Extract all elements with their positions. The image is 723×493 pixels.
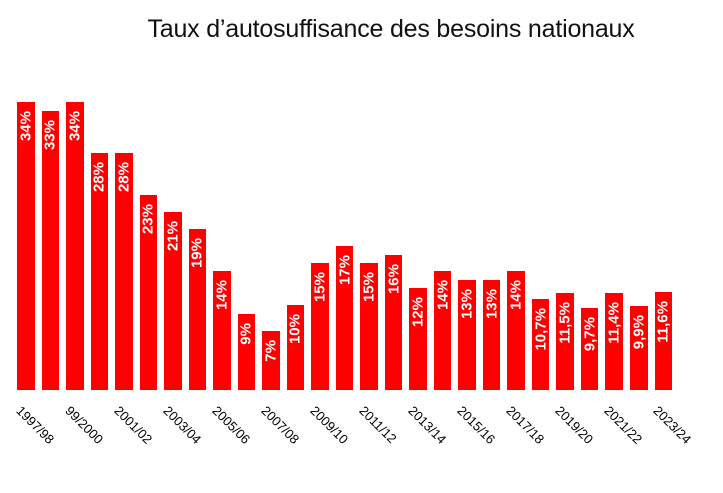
bar-value-label: 34% bbox=[66, 111, 84, 142]
bar-2007-08: 7% bbox=[262, 330, 280, 390]
bar-value-label: 23% bbox=[139, 204, 157, 235]
bar-2006-07: 9% bbox=[237, 313, 256, 390]
x-axis-label: 2005/06 bbox=[209, 403, 254, 447]
bar-2021-22: 11,4% bbox=[605, 293, 623, 390]
bar-value-label: 34% bbox=[17, 111, 34, 142]
bar-2005-06: 14% bbox=[213, 271, 231, 390]
bar-value-label: 15% bbox=[311, 271, 329, 302]
x-axis-label: 99/2000 bbox=[62, 403, 107, 447]
x-axis-label: 2013/14 bbox=[405, 403, 450, 447]
x-axis-label: 2019/20 bbox=[552, 403, 597, 447]
x-axis-label: 2011/12 bbox=[356, 403, 400, 447]
bar-2015-16: 13% bbox=[458, 279, 476, 390]
bar-2011-12: 15% bbox=[360, 262, 378, 390]
x-axis-label: 1997/98 bbox=[13, 403, 58, 447]
bar-1997-98: 34% bbox=[17, 102, 35, 390]
x-axis-label: 2017/18 bbox=[503, 403, 548, 447]
bar-2022-23: 9,9% bbox=[630, 306, 648, 390]
x-axis-label: 2009/10 bbox=[307, 403, 352, 447]
bar-2010-11: 17% bbox=[335, 246, 354, 390]
bar-value-label: 14% bbox=[507, 280, 525, 311]
bar-value-label: 14% bbox=[213, 280, 231, 311]
bar-2000-01: 28% bbox=[90, 152, 109, 390]
bar-value-label: 19% bbox=[188, 238, 206, 269]
bar-2014-15: 14% bbox=[433, 271, 452, 390]
bar-2004-05: 19% bbox=[188, 229, 207, 390]
bar-value-label: 10% bbox=[286, 314, 304, 345]
bar-value-label: 17% bbox=[335, 255, 353, 286]
bar-2016-17: 13% bbox=[482, 279, 501, 390]
bar-value-label: 9,7% bbox=[580, 316, 598, 352]
x-axis-label: 2023/24 bbox=[650, 403, 695, 447]
bar-2009-10: 15% bbox=[311, 262, 329, 390]
bar-value-label: 13% bbox=[458, 288, 476, 319]
x-axis-label: 2015/16 bbox=[454, 403, 499, 447]
bar-2002-03: 23% bbox=[139, 195, 158, 390]
x-axis-label: 2007/08 bbox=[258, 403, 303, 447]
x-axis-label: 2003/04 bbox=[160, 403, 205, 447]
bar-2019-20: 11,5% bbox=[556, 292, 574, 390]
bar-2023-24: 11,6% bbox=[654, 291, 673, 390]
bar-value-label: 10,7% bbox=[531, 308, 549, 351]
chart-title: Taux d’autosuffisance des besoins nation… bbox=[147, 15, 635, 43]
bars-group: 34% 33% 34% 28% 28% 23% 21% 19% 14% 9% 7% 10% 15% 17%… bbox=[17, 100, 673, 390]
x-axis-label: 2001/02 bbox=[111, 403, 156, 447]
bar-value-label: 33% bbox=[41, 119, 59, 150]
bar-value-label: 28% bbox=[90, 161, 108, 192]
bar-2012-13: 16% bbox=[384, 254, 403, 390]
bar-value-label: 14% bbox=[433, 280, 451, 311]
bar-value-label: 11,5% bbox=[556, 301, 574, 344]
bar-value-label: 16% bbox=[384, 263, 402, 294]
bar-value-label: 28% bbox=[115, 161, 133, 192]
bar-1998-99: 33% bbox=[41, 110, 60, 390]
bar-value-label: 11,4% bbox=[605, 302, 623, 345]
bar-value-label: 9,9% bbox=[630, 315, 647, 350]
bar-2003-04: 21% bbox=[164, 212, 182, 390]
bar-2013-14: 12% bbox=[409, 288, 427, 390]
bar-1999-2000: 34% bbox=[66, 102, 84, 390]
bar-2018-19: 10,7% bbox=[531, 299, 550, 390]
bar-2001-02: 28% bbox=[115, 152, 133, 390]
bar-2017-18: 14% bbox=[507, 271, 525, 390]
bar-value-label: 9% bbox=[237, 322, 255, 345]
bar-value-label: 7% bbox=[262, 339, 280, 362]
bar-value-label: 21% bbox=[164, 221, 182, 252]
x-axis-label: 2021/22 bbox=[601, 403, 646, 447]
bar-2020-21: 9,7% bbox=[580, 307, 599, 390]
bar-value-label: 12% bbox=[409, 297, 427, 328]
bar-value-label: 11,6% bbox=[654, 300, 672, 343]
bar-2008-09: 10% bbox=[286, 305, 305, 390]
bar-value-label: 13% bbox=[482, 288, 500, 319]
bar-value-label: 15% bbox=[360, 271, 378, 302]
